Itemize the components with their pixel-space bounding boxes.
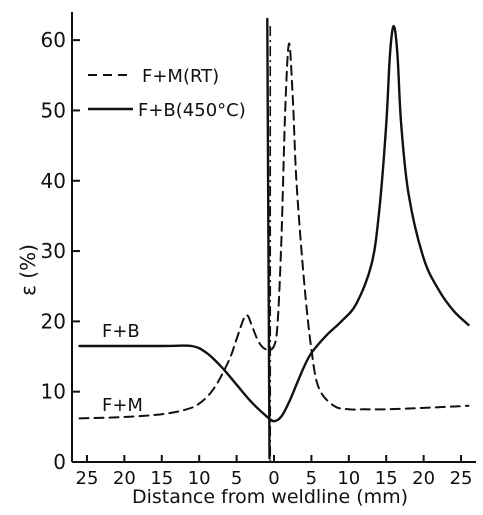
x-tick-label: 5 bbox=[231, 468, 242, 489]
x-tick-label: 0 bbox=[268, 468, 279, 489]
x-axis-label: Distance from weldline (mm) bbox=[132, 486, 408, 508]
x-tick-label: 25 bbox=[76, 468, 99, 489]
y-axis-label: ε (%) bbox=[16, 244, 40, 296]
series-fb-450-line bbox=[78, 24, 470, 423]
series-fb-450-spike bbox=[266, 17, 271, 460]
x-tick-label: 5 bbox=[306, 468, 317, 489]
y-tick-label: 30 bbox=[41, 239, 66, 263]
y-tick-label: 50 bbox=[41, 98, 66, 122]
annotation-fb: F+B bbox=[102, 321, 140, 342]
series-fm-rt-line bbox=[78, 42, 470, 420]
x-tick-label: 25 bbox=[450, 468, 473, 489]
y-tick-label: 10 bbox=[41, 380, 66, 404]
y-tick-label: 0 bbox=[53, 450, 66, 474]
annotation-fm: F+M bbox=[102, 395, 143, 416]
data-layer bbox=[78, 17, 470, 462]
x-tick-label: 20 bbox=[412, 468, 435, 489]
legend-label-fb-450: F+B(450°C) bbox=[138, 100, 246, 121]
x-tick-label: 15 bbox=[375, 468, 398, 489]
legend-label-fm-rt: F+M(RT) bbox=[142, 66, 219, 87]
y-tick-label: 40 bbox=[41, 169, 66, 193]
y-tick-label: 60 bbox=[41, 28, 66, 52]
x-tick-label: 10 bbox=[337, 468, 360, 489]
x-tick-label: 20 bbox=[113, 468, 136, 489]
x-tick-label: 15 bbox=[150, 468, 173, 489]
y-tick-label: 20 bbox=[41, 309, 66, 333]
x-tick-label: 10 bbox=[188, 468, 211, 489]
